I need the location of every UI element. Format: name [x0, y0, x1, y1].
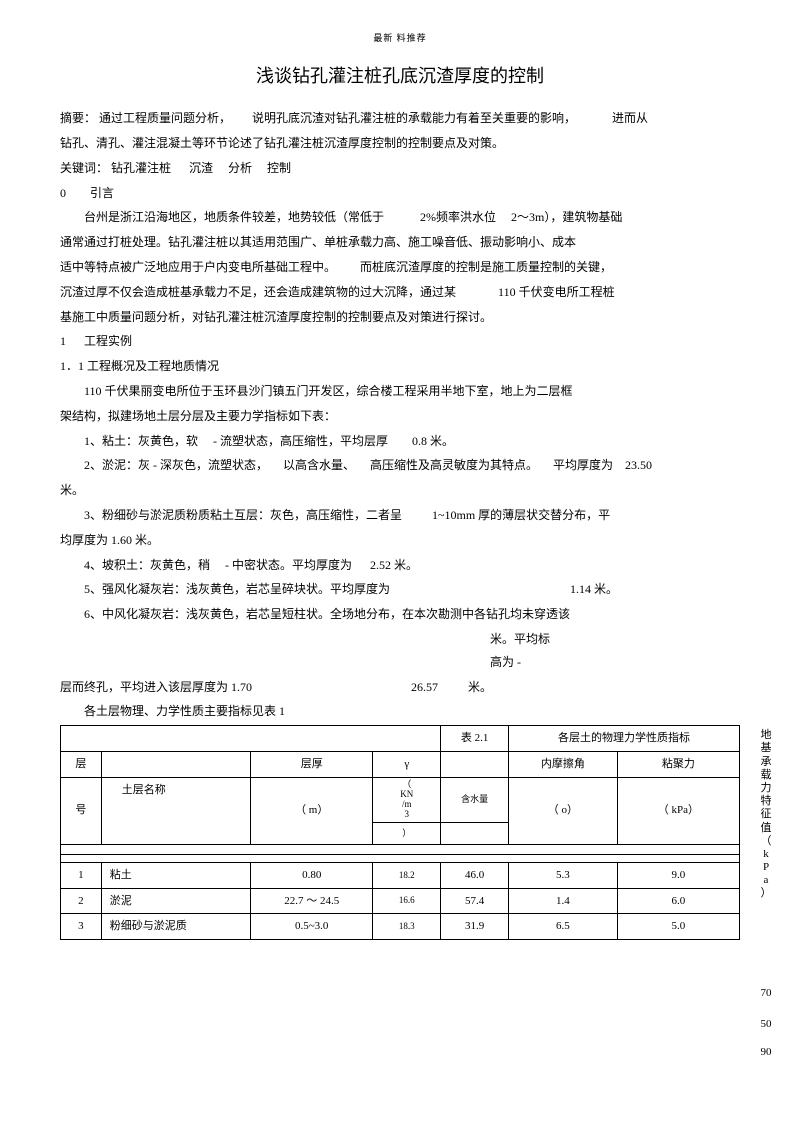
s0-title: 引言	[90, 186, 114, 200]
abstract: 摘要： 通过工程质量问题分析， 说明孔底沉渣对钻孔灌注桩的承载能力有着至关重要的…	[60, 107, 740, 130]
p11b: 架结构，拟建场地土层分层及主要力学指标如下表：	[60, 405, 740, 428]
table-row	[61, 844, 740, 854]
section-1: 1 工程实例	[60, 330, 740, 353]
abstract-line2: 钻孔、清孔、灌注混凝土等环节论述了钻孔灌注桩沉渣厚度控制的控制要点及对策。	[60, 132, 740, 155]
l1: 1、粘土：灰黄色，软 - 流塑状态，高压缩性，平均层厚 0.8 米。	[60, 430, 740, 453]
table-row: 表 2.1 各层土的物理力学性质指标	[61, 726, 740, 752]
p0b: 通常通过打桩处理。钻孔灌注桩以其适用范围广、单桩承载力高、施工噪音低、振动影响小…	[60, 231, 740, 254]
table-caption: 各土层物理、力学性质主要指标见表 1	[60, 700, 740, 723]
l6: 6、中风化凝灰岩：浅灰黄色，岩芯呈短柱状。全场地分布，在本次勘测中各钻孔均未穿透…	[60, 603, 740, 626]
l3e: 均厚度为 1.60 米。	[60, 529, 740, 552]
p0d: 沉渣过厚不仅会造成桩基承载力不足，还会造成建筑物的过大沉降，通过某 110 千伏…	[60, 281, 740, 304]
gap	[234, 111, 249, 125]
side-val-1: 70	[744, 983, 788, 1004]
s1-num: 1	[60, 334, 66, 348]
abstract-label: 摘要：	[60, 111, 96, 125]
side-val-3: 90	[744, 1042, 788, 1063]
table-row: 1 粘土 0.80 18.2 46.0 5.3 9.0	[61, 862, 740, 888]
p0a: 台州是浙江沿海地区，地质条件较差，地势较低（常低于 2%频率洪水位 2～3m），…	[60, 206, 740, 229]
p11a: 110 千伏果丽变电所位于玉环县沙门镇五门开发区，综合楼工程采用半地下室，地上为…	[60, 380, 740, 403]
p0c: 适中等特点被广泛地应用于户内变电所基础工程中。 而桩底沉渣厚度的控制是施工质量控…	[60, 256, 740, 279]
table-row: 3 粉细砂与淤泥质 0.5~3.0 18.3 31.9 6.5 5.0	[61, 914, 740, 940]
gap	[387, 210, 417, 224]
s1-title: 工程实例	[84, 334, 132, 348]
abstract-p1: 通过工程质量问题分析，	[99, 111, 231, 125]
gap	[579, 111, 609, 125]
l6c: 层而终孔，平均进入该层厚度为 1.70 26.57 米。	[60, 676, 740, 699]
l2: 2、淤泥：灰 - 深灰色，流塑状态， 以高含水量、 高压缩性及高灵敏度为其特点。…	[60, 454, 740, 477]
table-row	[61, 854, 740, 862]
table-row: 2 淤泥 22.7 ～ 24.5 16.6 57.4 1.4 6.0	[61, 888, 740, 914]
l5: 5、强风化凝灰岩：浅灰黄色，岩芯呈碎块状。平均厚度为 1.14 米。	[60, 578, 740, 601]
keywords-text: 钻孔灌注桩 沉渣 分析 控制	[111, 161, 291, 175]
l2e: 米。	[60, 479, 740, 502]
abstract-p3: 进而从	[612, 111, 648, 125]
soil-table-wrap: 表 2.1 各层土的物理力学性质指标 层 层厚 γ 内摩擦角 粘聚力 号 土层名…	[60, 725, 740, 940]
section-1-1: 1．1 工程概况及工程地质情况	[60, 355, 740, 378]
l4: 4、坡积土：灰黄色，稍 - 中密状态。平均厚度为 2.52 米。	[60, 554, 740, 577]
section-0: 0 引言	[60, 182, 740, 205]
header-label: 最新 料推荐	[60, 30, 740, 47]
side-label: 地基承载力特征值（kPa）	[744, 729, 788, 900]
page-title: 浅谈钻孔灌注桩孔底沉渣厚度的控制	[60, 59, 740, 93]
table-row: 号 土层名称 （ m） （ KN /m 3 含水量 （ o） （ kPa）	[61, 777, 740, 822]
gap	[459, 285, 495, 299]
l6b: 米。平均标 高为 -	[60, 628, 740, 674]
table-row: 层 层厚 γ 内摩擦角 粘聚力	[61, 752, 740, 778]
keywords-label: 关键词：	[60, 161, 108, 175]
p0e: 基施工中质量问题分析，对钻孔灌注桩沉渣厚度控制的控制要点及对策进行探讨。	[60, 306, 740, 329]
gap	[339, 260, 357, 274]
s0-num: 0	[60, 186, 66, 200]
l3: 3、粉细砂与淤泥质粉质粘土互层：灰色，高压缩性，二者呈 1~10mm 厚的薄层状…	[60, 504, 740, 527]
gap	[499, 210, 508, 224]
side-val-2: 50	[744, 1014, 788, 1035]
abstract-p2: 说明孔底沉渣对钻孔灌注桩的承载能力有着至关重要的影响，	[252, 111, 576, 125]
keywords: 关键词： 钻孔灌注桩 沉渣 分析 控制	[60, 157, 740, 180]
gap	[69, 186, 87, 200]
gap	[69, 334, 81, 348]
soil-table: 表 2.1 各层土的物理力学性质指标 层 层厚 γ 内摩擦角 粘聚力 号 土层名…	[60, 725, 740, 940]
side-column: 地基承载力特征值（kPa） 70 50 90	[744, 725, 788, 1063]
